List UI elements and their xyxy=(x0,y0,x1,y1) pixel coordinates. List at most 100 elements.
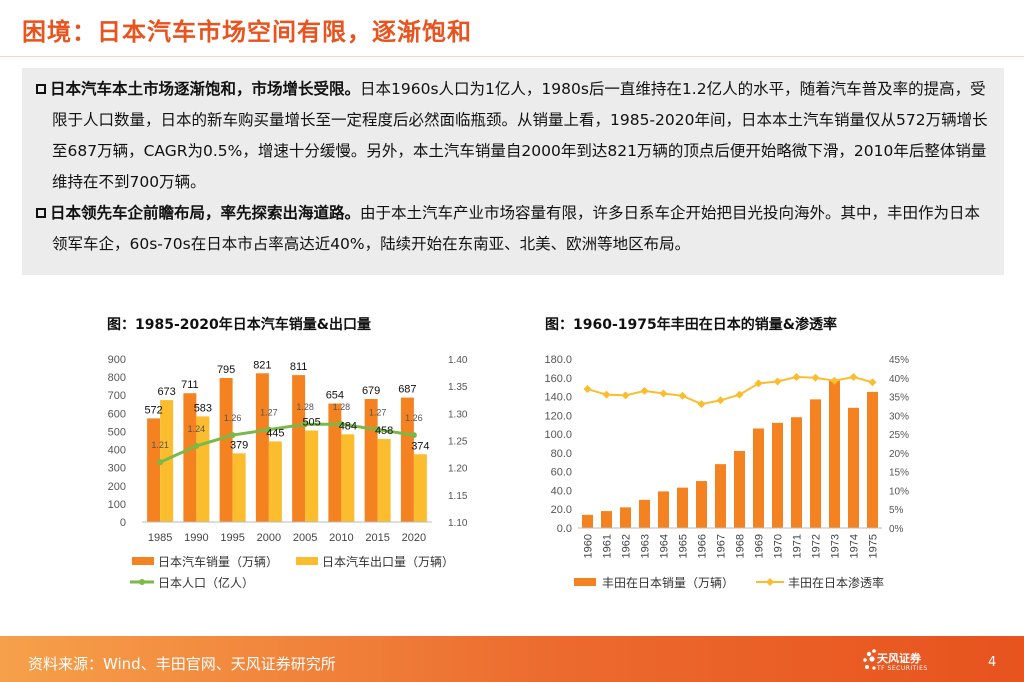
toyota-sales-bar xyxy=(867,391,878,528)
toyota-sales-bar xyxy=(658,491,669,528)
penetration-point xyxy=(735,390,744,399)
y-tick-label: 500 xyxy=(108,426,126,438)
penetration-point xyxy=(697,400,706,409)
toyota-sales-bar xyxy=(848,407,859,528)
paragraph-2-text: 由于本土汽车产业市场容量有限，许多日系车企开始把目光投向海外。其中，丰田作为日本… xyxy=(52,204,981,253)
export-bar xyxy=(232,453,246,522)
y-tick-label: 200 xyxy=(108,481,126,493)
export-bar xyxy=(341,434,355,522)
sales-data-label: 811 xyxy=(290,361,308,373)
penetration-point xyxy=(583,385,592,394)
population-point xyxy=(229,432,236,439)
x-tick-label: 1974 xyxy=(849,534,861,558)
y-tick-label: 160.0 xyxy=(544,373,572,385)
x-tick-label: 1970 xyxy=(773,534,785,558)
population-point xyxy=(302,421,309,428)
y2-tick-label: 25% xyxy=(889,430,909,441)
page-number: 4 xyxy=(988,655,997,670)
x-tick-label: 1971 xyxy=(792,534,804,558)
export-data-label: 374 xyxy=(411,440,429,452)
population-data-label: 1.28 xyxy=(333,402,351,412)
legend-toyota-sales-label: 丰田在日本销量（万辆） xyxy=(602,576,734,590)
summary-textbox: 日本汽车本土市场逐渐饱和，市场增长受限。日本1960s人口为1亿人，1980s后… xyxy=(22,68,1004,275)
square-bullet-icon xyxy=(36,208,46,218)
sales-bar xyxy=(147,418,161,522)
y-tick-label: 180.0 xyxy=(544,354,572,366)
population-line xyxy=(159,422,415,464)
penetration-point xyxy=(792,373,801,382)
tf-securities-logo-icon xyxy=(863,649,876,670)
y2-tick-label: 20% xyxy=(889,449,909,460)
x-tick-label: 2000 xyxy=(257,532,281,544)
penetration-point xyxy=(716,396,725,405)
population-data-label: 1.21 xyxy=(151,440,169,450)
penetration-point xyxy=(811,373,820,382)
x-tick-label: 1961 xyxy=(602,534,614,558)
export-data-label: 673 xyxy=(157,386,175,398)
y-tick-label: 700 xyxy=(108,390,126,402)
export-bar xyxy=(305,430,319,522)
x-tick-label: 1965 xyxy=(678,534,690,558)
toyota-sales-bar xyxy=(829,379,840,528)
chart-2-title: 图：1960-1975年丰田在日本的销量&渗透率 xyxy=(545,317,837,333)
square-bullet-icon xyxy=(36,84,46,94)
y2-tick-label: 30% xyxy=(889,411,909,422)
y-tick-label: 300 xyxy=(108,463,126,475)
footer-source: 资料来源：Wind、丰田官网、天风证券研究所 xyxy=(28,655,336,673)
sales-bar xyxy=(255,373,269,522)
sales-data-label: 572 xyxy=(144,404,162,416)
x-tick-label: 1990 xyxy=(184,532,208,544)
x-tick-label: 1968 xyxy=(735,534,747,558)
population-data-label: 1.26 xyxy=(224,413,242,423)
y-tick-label: 60.0 xyxy=(551,467,572,479)
toyota-sales-bar xyxy=(582,514,593,528)
toyota-sales-bar xyxy=(810,399,821,528)
x-tick-label: 1962 xyxy=(621,534,633,558)
toyota-sales-bar xyxy=(734,451,745,528)
y2-tick-label: 1.40 xyxy=(448,355,468,366)
page-title: 困境：日本汽车市场空间有限，逐渐饱和 xyxy=(22,18,472,46)
x-tick-label: 1960 xyxy=(583,534,595,558)
paragraph-1: 日本汽车本土市场逐渐饱和，市场增长受限。日本1960s人口为1亿人，1980s后… xyxy=(36,74,990,198)
x-tick-label: 1966 xyxy=(697,534,709,558)
sales-data-label: 795 xyxy=(217,364,235,376)
sales-data-label: 711 xyxy=(181,379,199,391)
penetration-point xyxy=(659,389,668,398)
legend-export-swatch xyxy=(296,557,318,565)
paragraph-2: 日本领先车企前瞻布局，率先探索出海道路。由于本土汽车产业市场容量有限，许多日系车… xyxy=(36,198,990,260)
penetration-line xyxy=(587,375,873,406)
x-tick-label: 1964 xyxy=(659,534,671,558)
y2-tick-label: 5% xyxy=(889,505,904,516)
y-tick-label: 120.0 xyxy=(544,410,572,422)
population-point xyxy=(157,459,164,466)
sales-data-label: 679 xyxy=(362,385,380,397)
penetration-point xyxy=(621,391,630,400)
toyota-sales-bar xyxy=(753,428,764,528)
export-bar xyxy=(413,454,427,522)
paragraph-1-text: 日本1960s人口为1亿人，1980s后一直维持在1.2亿人的水平，随着汽车普及… xyxy=(52,80,988,191)
sales-data-label: 654 xyxy=(326,390,344,402)
sales-bar xyxy=(183,393,197,522)
y-tick-label: 140.0 xyxy=(544,392,572,404)
penetration-point xyxy=(640,386,649,395)
legend-sales-swatch xyxy=(132,557,154,565)
export-data-label: 505 xyxy=(302,417,320,429)
export-data-label: 458 xyxy=(375,425,393,437)
population-data-label: 1.24 xyxy=(188,424,206,434)
sales-bar xyxy=(219,378,233,522)
legend-penetration-marker xyxy=(766,578,774,586)
toyota-sales-bar xyxy=(601,511,612,528)
penetration-point xyxy=(830,376,839,385)
population-point xyxy=(193,442,200,449)
y-tick-label: 100 xyxy=(108,499,126,511)
y2-tick-label: 40% xyxy=(889,374,909,385)
export-bar xyxy=(160,400,174,522)
legend-population-marker xyxy=(139,579,145,585)
x-tick-label: 2015 xyxy=(365,532,389,544)
legend-penetration-label: 丰田在日本渗透率 xyxy=(788,575,884,590)
sales-data-label: 687 xyxy=(398,384,416,396)
chart-toyota-sales-penetration: 0.0 20.0 40.0 60.0 80.0 100.0 120.0 140.0 160.0 1… xyxy=(544,354,909,590)
y2-tick-label: 1.35 xyxy=(448,382,468,393)
x-tick-label: 1985 xyxy=(148,532,172,544)
x-tick-label: 1963 xyxy=(640,534,652,558)
